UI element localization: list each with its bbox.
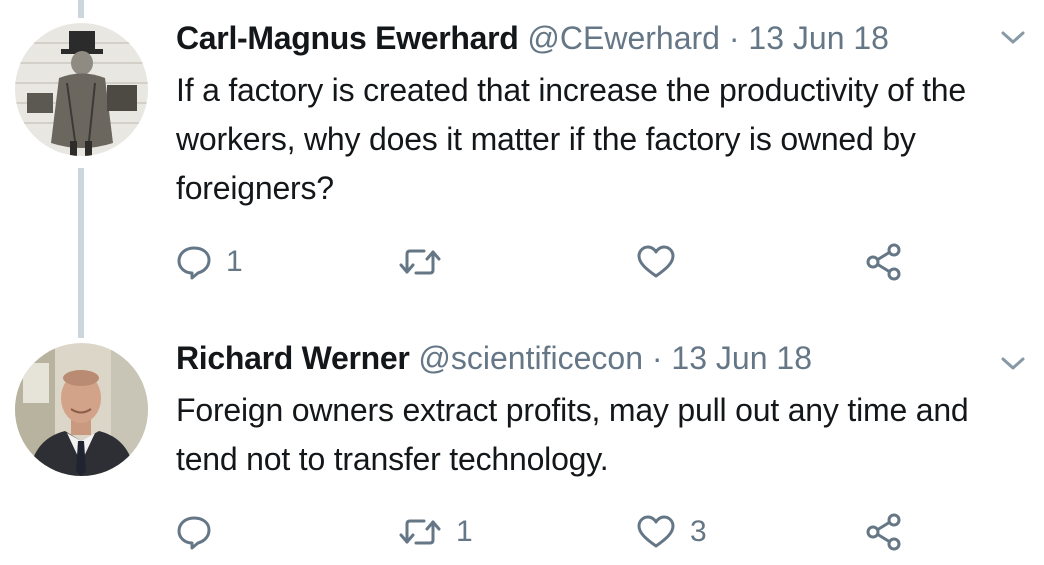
retweet-button[interactable]: 1 — [398, 512, 473, 552]
like-button[interactable]: 3 — [636, 512, 707, 552]
tweet-header: Carl-Magnus Ewerhard @CEwerhard · 13 Jun… — [176, 16, 1044, 60]
reply-icon — [176, 244, 212, 280]
avatar[interactable] — [15, 23, 148, 156]
author-handle[interactable]: @CEwerhard — [527, 20, 720, 56]
reply-button[interactable] — [176, 512, 226, 552]
author-handle[interactable]: @scientificecon — [418, 340, 643, 376]
like-button[interactable] — [636, 242, 690, 282]
thread-line-top — [78, 0, 84, 18]
heart-icon — [636, 514, 676, 550]
tweet-date[interactable]: 13 Jun 18 — [748, 20, 889, 56]
separator-dot: · — [728, 20, 740, 56]
reply-count: 1 — [226, 245, 243, 278]
tweet-actions: 1 3 — [176, 512, 936, 552]
share-button[interactable] — [864, 242, 904, 282]
author-name[interactable]: Carl-Magnus Ewerhard — [176, 20, 519, 56]
tweet[interactable]: Richard Werner @scientificecon · 13 Jun … — [0, 330, 1044, 565]
chevron-down-icon[interactable] — [1000, 356, 1026, 377]
tweet-text: If a factory is created that increase th… — [176, 72, 966, 206]
reply-button[interactable]: 1 — [176, 242, 243, 282]
tweet-actions: 1 — [176, 242, 936, 282]
retweet-icon — [398, 514, 442, 550]
tweet[interactable]: Carl-Magnus Ewerhard @CEwerhard · 13 Jun… — [0, 0, 1044, 300]
author-name[interactable]: Richard Werner — [176, 340, 410, 376]
reply-icon — [176, 514, 212, 550]
share-button[interactable] — [864, 512, 904, 552]
separator-dot: · — [651, 340, 663, 376]
share-icon — [864, 242, 904, 282]
retweet-button[interactable] — [398, 242, 456, 282]
tweet-text: Foreign owners extract profits, may pull… — [176, 392, 969, 477]
engraving-portrait-avatar — [15, 23, 148, 156]
photo-portrait-avatar — [15, 343, 148, 476]
avatar[interactable] — [15, 343, 148, 476]
retweet-count: 1 — [456, 515, 473, 548]
share-icon — [864, 512, 904, 552]
chevron-down-icon[interactable] — [1000, 30, 1026, 51]
like-count: 3 — [690, 515, 707, 548]
thread-line-connector — [78, 168, 84, 338]
heart-icon — [636, 244, 676, 280]
tweet-date[interactable]: 13 Jun 18 — [671, 340, 812, 376]
tweet-header: Richard Werner @scientificecon · 13 Jun … — [176, 336, 1044, 380]
retweet-icon — [398, 244, 442, 280]
